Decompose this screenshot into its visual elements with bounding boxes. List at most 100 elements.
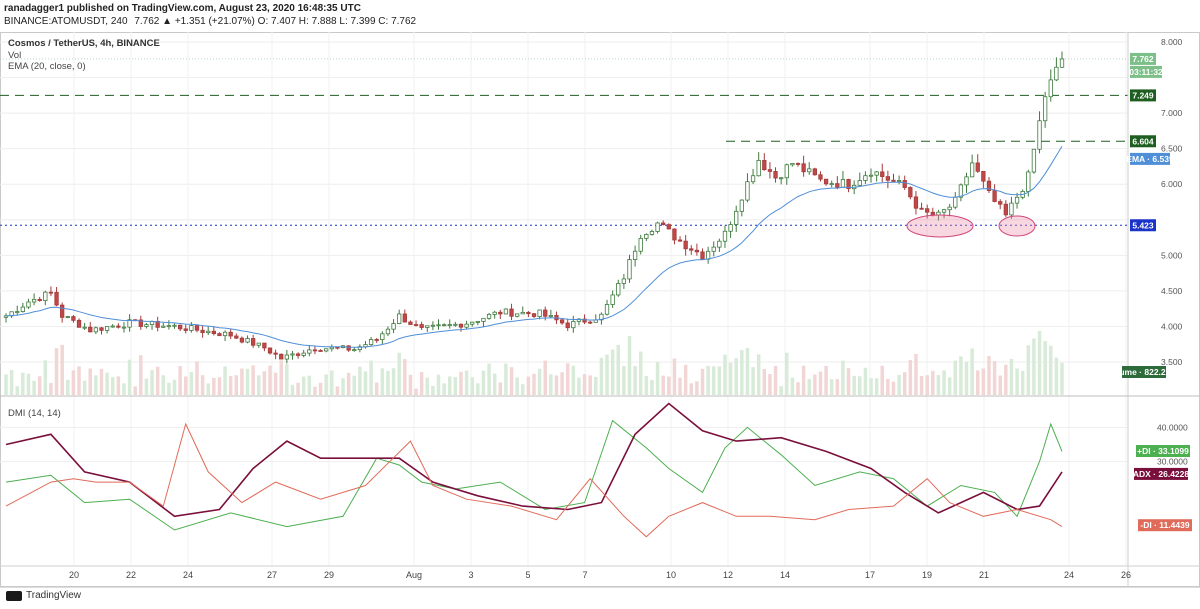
- volume-bar: [936, 375, 941, 395]
- candle: [930, 211, 935, 216]
- candle: [54, 291, 59, 306]
- candle: [475, 321, 480, 323]
- level-tag-7249-box: [1130, 89, 1156, 102]
- candle: [318, 350, 323, 352]
- volume-bar: [683, 364, 688, 395]
- candle: [458, 323, 464, 328]
- volume-bar: [852, 375, 856, 395]
- volume-bar: [1060, 362, 1064, 395]
- volume-bar: [464, 370, 469, 395]
- candle: [762, 160, 767, 171]
- volume-bar: [605, 354, 609, 395]
- candle: [621, 278, 627, 284]
- candle: [773, 171, 778, 179]
- candle: [481, 317, 486, 322]
- candle: [829, 183, 834, 185]
- volume-bar: [942, 370, 946, 395]
- volume-bar: [116, 376, 121, 395]
- volume-bar: [908, 360, 913, 395]
- candle: [161, 325, 166, 328]
- candle: [661, 222, 666, 226]
- candle: [279, 353, 284, 360]
- candle: [217, 333, 222, 337]
- ema-tag: EMA · 6.539: [1126, 154, 1174, 164]
- dmi-tag-0: +DI · 33.1099: [1137, 446, 1189, 456]
- candle: [228, 331, 233, 337]
- time-tick-label: 29: [324, 570, 334, 580]
- volume-bar: [313, 386, 317, 395]
- candle: [548, 315, 553, 317]
- grid-lines: [0, 32, 1128, 566]
- volume-bar: [155, 366, 160, 395]
- dmi-series-di: [5, 422, 1063, 538]
- volume-bar: [32, 380, 36, 395]
- candle: [419, 324, 424, 328]
- volume-bar: [21, 372, 25, 395]
- time-axis: 20 22 24 27 29 Aug 3 5 7 10 12 14 17 19 21 24 26: [69, 570, 1131, 580]
- volume-bar: [964, 361, 969, 395]
- volume-bar: [358, 366, 362, 395]
- symbol-bar: BINANCE:ATOMUSDT, 240 7.762 ▲ +1.351 (+2…: [4, 16, 416, 27]
- candle: [436, 324, 441, 327]
- candle: [711, 246, 716, 252]
- volume-bar: [442, 383, 446, 395]
- candle: [256, 342, 261, 346]
- level-tag-7249: 7.249: [1132, 90, 1154, 100]
- volume-bar: [262, 371, 267, 395]
- candle: [453, 323, 458, 326]
- candle: [498, 311, 503, 315]
- volume-bar: [655, 361, 660, 395]
- time-tick-label: 22: [126, 570, 136, 580]
- volume-bar: [425, 377, 430, 395]
- candle: [206, 330, 211, 333]
- volume-bar: [105, 372, 109, 395]
- volume-bar: [549, 374, 553, 395]
- price-tick-label: 6.500: [1161, 144, 1183, 154]
- volume-bar: [616, 344, 620, 395]
- volume-bar: [554, 375, 559, 395]
- candle: [43, 291, 48, 301]
- candle: [969, 162, 975, 178]
- candle: [801, 163, 806, 173]
- candle: [975, 162, 980, 172]
- volume-bar: [26, 373, 31, 395]
- volume-bar: [1043, 341, 1047, 395]
- time-tick-label: 5: [525, 570, 530, 580]
- dmi-lines: [5, 402, 1063, 538]
- volume-bar: [341, 378, 345, 395]
- dmi-tag-1-box: [1134, 467, 1188, 480]
- tradingview-logo[interactable]: TradingView: [6, 590, 81, 601]
- volume-bar: [919, 375, 924, 395]
- candle: [183, 328, 188, 331]
- volume-bar: [195, 361, 199, 395]
- volume-bar: [622, 366, 626, 395]
- volume-bar: [914, 354, 918, 395]
- candle: [874, 171, 879, 176]
- candle: [840, 179, 846, 188]
- volume-bar: [200, 375, 205, 395]
- candle: [784, 164, 789, 179]
- candle: [37, 298, 42, 301]
- volume-bar: [386, 370, 390, 395]
- volume-bar: [251, 365, 255, 395]
- volume-bar: [459, 371, 463, 395]
- volume-bar: [981, 368, 986, 395]
- candle: [380, 333, 385, 340]
- volume-bar: [352, 375, 356, 395]
- candle: [82, 326, 87, 329]
- support-ellipse: [998, 215, 1036, 237]
- time-tick-label: 24: [183, 570, 193, 580]
- level-tag-6604: 6.604: [1132, 136, 1154, 146]
- volume-bar: [223, 366, 227, 395]
- volume-bar: [970, 348, 974, 395]
- candle: [245, 338, 250, 343]
- candle: [734, 210, 739, 225]
- candle: [649, 231, 655, 235]
- volume-bar: [110, 377, 115, 395]
- volume-bar: [532, 373, 536, 395]
- volume-bar: [947, 377, 952, 395]
- volume-bar: [296, 382, 300, 395]
- volume-bar: [487, 363, 491, 395]
- volume-bar: [1037, 330, 1042, 395]
